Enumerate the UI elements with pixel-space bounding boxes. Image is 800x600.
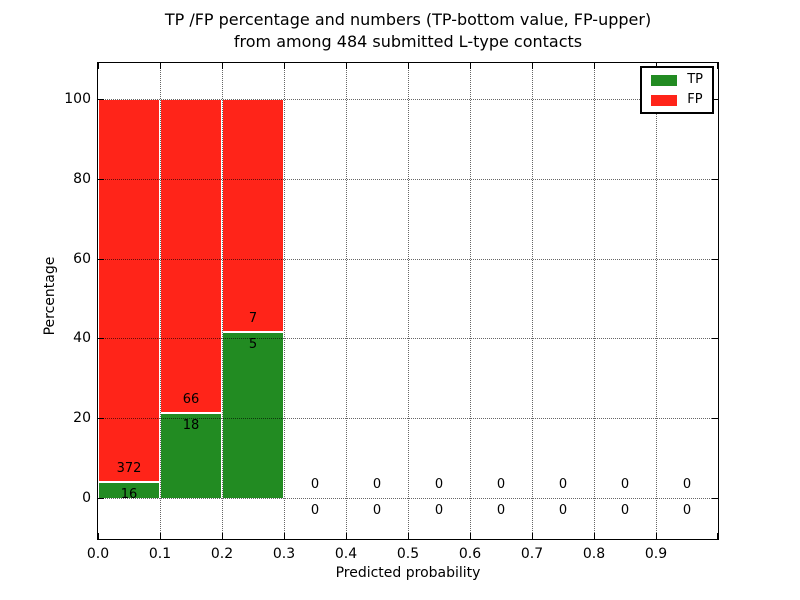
bar-segment-tp xyxy=(222,331,284,499)
gridline-vertical xyxy=(470,63,471,539)
tick-mark-right xyxy=(712,178,718,180)
x-tick-label: 0.5 xyxy=(396,546,420,562)
tp-count-label: 5 xyxy=(248,336,258,352)
x-tick-label: 0.4 xyxy=(334,546,358,562)
tick-mark-bottom xyxy=(656,533,657,539)
fp-count-label: 0 xyxy=(496,477,506,492)
bar-segment-fp xyxy=(222,99,284,332)
fp-count-label: 7 xyxy=(248,310,258,326)
fp-count-label: 0 xyxy=(434,477,444,492)
x-tick-label: 0.8 xyxy=(582,546,606,562)
tick-mark-left xyxy=(98,498,104,499)
plot-area: TP FP 372 16 66 18 7 5 0 0 0 0 0 0 0 0 0 0 0 0 0 0 xyxy=(97,62,719,540)
tick-mark-right xyxy=(712,258,718,260)
y-tick-label: 20 xyxy=(73,410,91,427)
x-tick-label: 0.2 xyxy=(210,546,234,562)
tick-mark-bottom xyxy=(594,533,595,539)
tick-mark-top xyxy=(284,63,285,69)
tick-mark-left xyxy=(98,338,104,340)
x-tick-label: 0.1 xyxy=(148,546,172,562)
legend-item-label: TP xyxy=(687,72,703,87)
bar-segment-fp xyxy=(160,99,222,413)
tick-mark-top xyxy=(408,63,409,69)
tick-mark-bottom xyxy=(222,533,223,539)
tp-count-label: 16 xyxy=(120,486,138,502)
tick-mark-left xyxy=(98,418,104,420)
gridline-vertical xyxy=(222,63,223,539)
y-tick-label: 100 xyxy=(64,91,91,107)
tp-count-label: 0 xyxy=(310,503,320,518)
tick-mark-bottom xyxy=(408,533,409,539)
tick-mark-right xyxy=(712,338,718,340)
tick-mark-top xyxy=(532,63,533,69)
tick-mark-top xyxy=(717,63,718,69)
tick-mark-top xyxy=(222,63,223,69)
tp-count-label: 0 xyxy=(434,503,444,518)
fp-count-label: 0 xyxy=(620,477,630,492)
bar-segment-tp xyxy=(160,412,222,499)
fp-count-label: 0 xyxy=(558,477,568,492)
legend-item-label: FP xyxy=(687,92,703,107)
tick-mark-bottom xyxy=(532,533,533,539)
tick-mark-left xyxy=(98,99,104,100)
tick-mark-top xyxy=(160,63,161,69)
gridline-vertical xyxy=(408,63,409,539)
x-axis-label: Predicted probability xyxy=(335,565,481,581)
x-tick-label: 0.3 xyxy=(272,546,296,562)
tick-mark-top xyxy=(346,63,347,69)
y-tick-label: 80 xyxy=(73,170,91,187)
legend: TP FP xyxy=(640,66,714,114)
tick-mark-left xyxy=(98,178,104,180)
tick-mark-top xyxy=(98,63,99,69)
fp-count-label: 66 xyxy=(182,391,200,407)
chart-title-line2: from among 484 submitted L-type contacts xyxy=(233,32,583,51)
tp-count-label: 0 xyxy=(372,503,382,518)
tick-mark-bottom xyxy=(717,533,718,539)
gridline-vertical xyxy=(532,63,533,539)
tick-mark-left xyxy=(98,258,104,260)
tp-count-label: 0 xyxy=(558,503,568,518)
bar-segment-fp xyxy=(98,99,160,482)
tp-count-label: 18 xyxy=(182,417,200,433)
legend-item: TP xyxy=(651,73,703,87)
gridline-vertical xyxy=(656,63,657,539)
tp-count-label: 0 xyxy=(682,503,692,518)
fp-count-label: 0 xyxy=(310,477,320,492)
legend-swatch xyxy=(651,94,678,106)
gridline-vertical xyxy=(594,63,595,539)
tick-mark-right xyxy=(712,418,718,420)
y-tick-label: 60 xyxy=(73,250,91,267)
fp-count-label: 0 xyxy=(372,477,382,492)
x-tick-label: 0.7 xyxy=(520,546,544,562)
tick-mark-bottom xyxy=(284,533,285,539)
tick-mark-top xyxy=(470,63,471,69)
tick-mark-bottom xyxy=(98,533,99,539)
tick-mark-bottom xyxy=(160,533,161,539)
tick-mark-bottom xyxy=(346,533,347,539)
y-axis-label: Percentage xyxy=(42,256,58,336)
tick-mark-right xyxy=(712,498,718,499)
x-tick-label: 0.9 xyxy=(644,546,668,562)
tick-mark-top xyxy=(594,63,595,69)
tick-mark-right xyxy=(712,99,718,100)
x-tick-label: 0.0 xyxy=(86,546,110,562)
gridline-vertical xyxy=(346,63,347,539)
chart-title-line1: TP /FP percentage and numbers (TP-bottom… xyxy=(164,10,652,29)
fp-count-label: 0 xyxy=(682,477,692,492)
legend-swatch xyxy=(651,74,678,86)
gridline-vertical xyxy=(284,63,285,539)
tick-mark-bottom xyxy=(470,533,471,539)
x-tick-label: 0.6 xyxy=(458,546,482,562)
tp-count-label: 0 xyxy=(496,503,506,518)
gridline-vertical xyxy=(160,63,161,539)
y-tick-label: 40 xyxy=(73,330,91,347)
y-tick-label: 0 xyxy=(82,490,91,506)
legend-item: FP xyxy=(651,93,703,107)
tp-count-label: 0 xyxy=(620,503,630,518)
fp-count-label: 372 xyxy=(116,460,142,476)
